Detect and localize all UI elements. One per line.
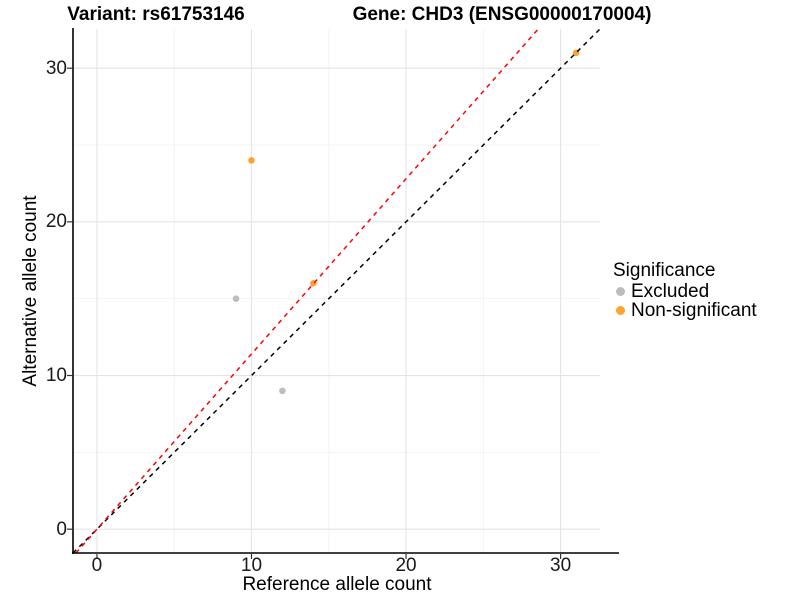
- x-tick-label: 20: [395, 555, 417, 576]
- legend: Significance Excluded Non-significant: [613, 260, 757, 320]
- data-point-excluded: [232, 295, 240, 302]
- data-point-non-significant: [248, 157, 255, 164]
- expected-ratio-line: [75, 28, 539, 554]
- x-tick-label: 0: [91, 555, 103, 576]
- legend-key-dot-icon: [616, 306, 625, 315]
- legend-item-excluded: Excluded: [613, 282, 757, 301]
- variant-title: Variant: rs61753146: [67, 4, 245, 25]
- y-tick-label: 30: [45, 57, 67, 79]
- legend-items: Excluded Non-significant: [613, 282, 757, 320]
- data-point-excluded: [279, 387, 286, 395]
- x-tick-label: 10: [240, 555, 263, 576]
- y-tick-label: 10: [45, 365, 67, 387]
- legend-key-dot-icon: [616, 287, 625, 296]
- x-tick-label: 30: [550, 555, 572, 576]
- identity-line: [72, 28, 601, 554]
- legend-item-label: Non-significant: [631, 300, 757, 321]
- legend-item-label: Excluded: [631, 281, 710, 302]
- legend-title: Significance: [613, 260, 716, 281]
- gene-title: Gene: CHD3 (ENSG00000170004): [352, 4, 652, 25]
- y-tick-label: 20: [45, 211, 67, 233]
- legend-item-non-significant: Non-significant: [613, 301, 757, 320]
- x-axis-label: Reference allele count: [242, 574, 432, 595]
- y-tick-label: 0: [56, 518, 67, 540]
- y-axis-label: Alternative allele count: [20, 195, 41, 387]
